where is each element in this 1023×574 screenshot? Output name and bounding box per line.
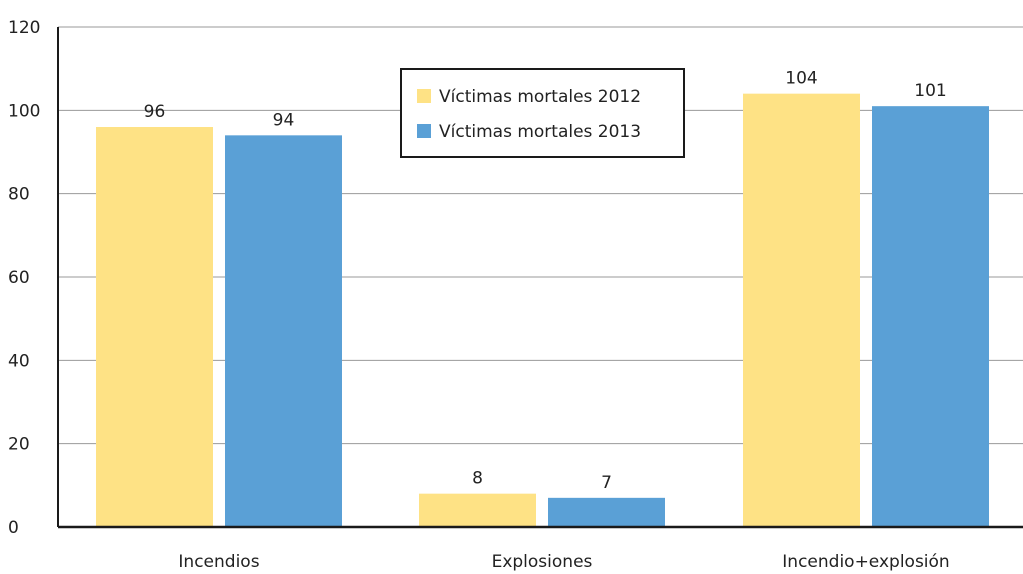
bars [96, 93, 989, 528]
y-tick-label: 120 [8, 18, 40, 38]
bar-value-label: 96 [144, 102, 166, 122]
bar [872, 106, 989, 528]
bar [419, 493, 536, 527]
bar [548, 497, 665, 527]
legend-swatch-2012 [417, 89, 431, 103]
y-tick-label: 100 [8, 101, 40, 121]
bar-value-label: 8 [472, 469, 483, 489]
bar-value-label: 7 [601, 473, 612, 493]
y-tick-label: 80 [8, 185, 30, 205]
y-tick-label: 20 [8, 435, 30, 455]
y-tick-label: 60 [8, 268, 30, 288]
bar [225, 135, 342, 528]
category-label: Explosiones [492, 552, 593, 572]
legend: Víctimas mortales 2012 Víctimas mortales… [400, 68, 685, 158]
legend-label-2013: Víctimas mortales 2013 [439, 122, 641, 142]
bar [743, 93, 860, 528]
legend-swatch-2013 [417, 124, 431, 138]
y-tick-label: 40 [8, 351, 30, 371]
category-label: Incendios [178, 552, 259, 572]
y-tick-label: 0 [8, 518, 19, 538]
bar-value-label: 94 [273, 110, 295, 130]
category-label: Incendio+explosión [782, 552, 949, 572]
data-labels: 96 94 8 7 104 101 [144, 69, 947, 493]
bar-value-label: 104 [785, 69, 817, 89]
bar-value-label: 101 [914, 81, 946, 101]
legend-box [400, 68, 685, 158]
legend-label-2012: Víctimas mortales 2012 [439, 87, 641, 107]
bar [96, 127, 213, 527]
y-axis-ticks: 0 20 40 60 80 100 120 [8, 18, 40, 538]
category-labels: Incendios Explosiones Incendio+explosión [178, 552, 949, 572]
